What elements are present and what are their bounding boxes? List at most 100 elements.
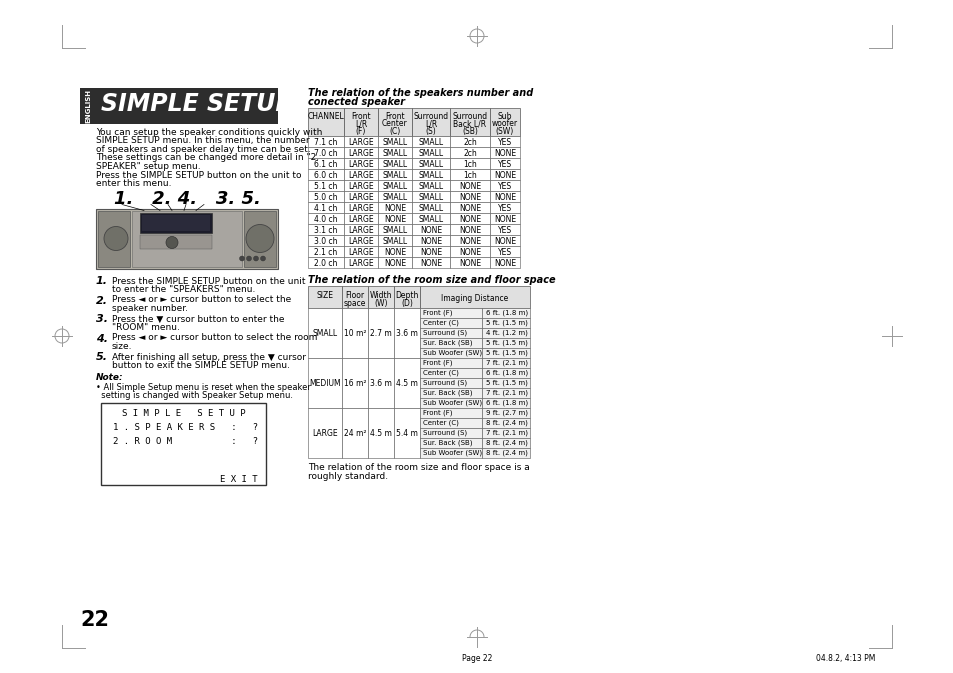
Text: 4.1 ch: 4.1 ch: [314, 204, 337, 213]
Text: 3.0 ch: 3.0 ch: [314, 237, 337, 246]
Bar: [481, 408, 530, 418]
Bar: [450, 224, 490, 235]
Text: LARGE: LARGE: [348, 204, 374, 213]
Text: SMALL: SMALL: [418, 193, 443, 202]
Circle shape: [260, 256, 265, 261]
Text: 7 ft. (2.1 m): 7 ft. (2.1 m): [485, 360, 527, 367]
Bar: [377, 169, 412, 180]
Text: Sub: Sub: [497, 112, 512, 121]
Text: 7.0 ch: 7.0 ch: [314, 149, 337, 158]
Text: S I M P L E   S E T U P: S I M P L E S E T U P: [122, 409, 245, 417]
Bar: [377, 147, 412, 158]
Bar: [419, 428, 481, 438]
Bar: [308, 191, 344, 202]
Text: 4.5 m: 4.5 m: [395, 379, 417, 388]
Text: SMALL: SMALL: [382, 171, 407, 180]
Bar: [308, 408, 341, 458]
Text: Center (C): Center (C): [422, 420, 458, 427]
Text: 6.1 ch: 6.1 ch: [314, 160, 337, 169]
Text: 2.0 ch: 2.0 ch: [314, 259, 337, 268]
Bar: [412, 147, 450, 158]
Text: Press ◄ or ► cursor button to select the: Press ◄ or ► cursor button to select the: [112, 295, 291, 304]
Bar: [412, 246, 450, 257]
Bar: [412, 158, 450, 169]
Bar: [419, 318, 481, 328]
Text: NONE: NONE: [458, 259, 480, 268]
Bar: [394, 286, 419, 308]
Bar: [481, 358, 530, 368]
Text: SMALL: SMALL: [382, 182, 407, 191]
Text: NONE: NONE: [419, 237, 441, 246]
Bar: [481, 378, 530, 388]
Bar: [481, 418, 530, 428]
Text: 6 ft. (1.8 m): 6 ft. (1.8 m): [485, 310, 527, 316]
Bar: [419, 338, 481, 348]
Bar: [490, 180, 519, 191]
Bar: [344, 235, 377, 246]
Text: NONE: NONE: [458, 182, 480, 191]
Text: LARGE: LARGE: [348, 138, 374, 147]
Bar: [481, 348, 530, 358]
Text: 3.: 3.: [96, 314, 108, 324]
Text: Surround (S): Surround (S): [422, 380, 467, 386]
Bar: [377, 158, 412, 169]
Text: 5.: 5.: [96, 353, 108, 363]
Text: 6.0 ch: 6.0 ch: [314, 171, 337, 180]
Bar: [308, 257, 344, 268]
Text: YES: YES: [497, 138, 512, 147]
Bar: [412, 191, 450, 202]
Bar: [344, 246, 377, 257]
Text: 9 ft. (2.7 m): 9 ft. (2.7 m): [485, 410, 527, 417]
Bar: [450, 191, 490, 202]
Bar: [308, 180, 344, 191]
Text: to enter the "SPEAKERS" menu.: to enter the "SPEAKERS" menu.: [112, 285, 255, 294]
Text: SMALL: SMALL: [382, 149, 407, 158]
Text: Press the ▼ cursor button to enter the: Press the ▼ cursor button to enter the: [112, 314, 284, 324]
Bar: [450, 136, 490, 147]
Bar: [412, 224, 450, 235]
Bar: [308, 108, 344, 136]
Bar: [368, 408, 394, 458]
Text: Center: Center: [382, 120, 408, 129]
Bar: [344, 158, 377, 169]
Text: 2ch: 2ch: [462, 138, 476, 147]
Circle shape: [166, 236, 178, 248]
Text: (C): (C): [389, 127, 400, 136]
Bar: [481, 438, 530, 448]
Text: YES: YES: [497, 204, 512, 213]
Text: NONE: NONE: [494, 237, 516, 246]
Text: LARGE: LARGE: [348, 226, 374, 235]
Text: SIZE: SIZE: [316, 291, 334, 300]
Text: NONE: NONE: [458, 237, 480, 246]
Bar: [419, 308, 481, 318]
Bar: [377, 136, 412, 147]
Text: woofer: woofer: [492, 120, 517, 129]
Text: Press the SIMPLE SETUP button on the unit: Press the SIMPLE SETUP button on the uni…: [112, 277, 305, 285]
Bar: [377, 108, 412, 136]
Text: 6 ft. (1.8 m): 6 ft. (1.8 m): [485, 400, 527, 406]
Text: L/R: L/R: [355, 120, 367, 129]
Bar: [344, 108, 377, 136]
Text: SMALL: SMALL: [418, 138, 443, 147]
Bar: [412, 257, 450, 268]
Circle shape: [239, 256, 244, 261]
Bar: [344, 180, 377, 191]
Text: LARGE: LARGE: [348, 215, 374, 224]
Text: NONE: NONE: [383, 259, 406, 268]
Text: 2 . R O O M           :   ?: 2 . R O O M : ?: [112, 437, 258, 446]
Text: SPEAKER" setup menu.: SPEAKER" setup menu.: [96, 162, 200, 171]
Text: Sur. Back (SB): Sur. Back (SB): [422, 390, 472, 396]
Text: NONE: NONE: [458, 204, 480, 213]
Text: SMALL: SMALL: [418, 160, 443, 169]
Text: 04.8.2, 4:13 PM: 04.8.2, 4:13 PM: [815, 654, 874, 663]
Bar: [450, 246, 490, 257]
Text: NONE: NONE: [458, 193, 480, 202]
Text: Page 22: Page 22: [461, 654, 492, 663]
Circle shape: [246, 225, 274, 252]
Bar: [98, 211, 130, 267]
Text: These settings can be changed more detail in "2.: These settings can be changed more detai…: [96, 153, 319, 162]
Bar: [132, 211, 242, 267]
Text: LARGE: LARGE: [348, 149, 374, 158]
Text: SIMPLE SETUP: SIMPLE SETUP: [101, 92, 293, 116]
Text: 10 m²: 10 m²: [343, 329, 366, 338]
